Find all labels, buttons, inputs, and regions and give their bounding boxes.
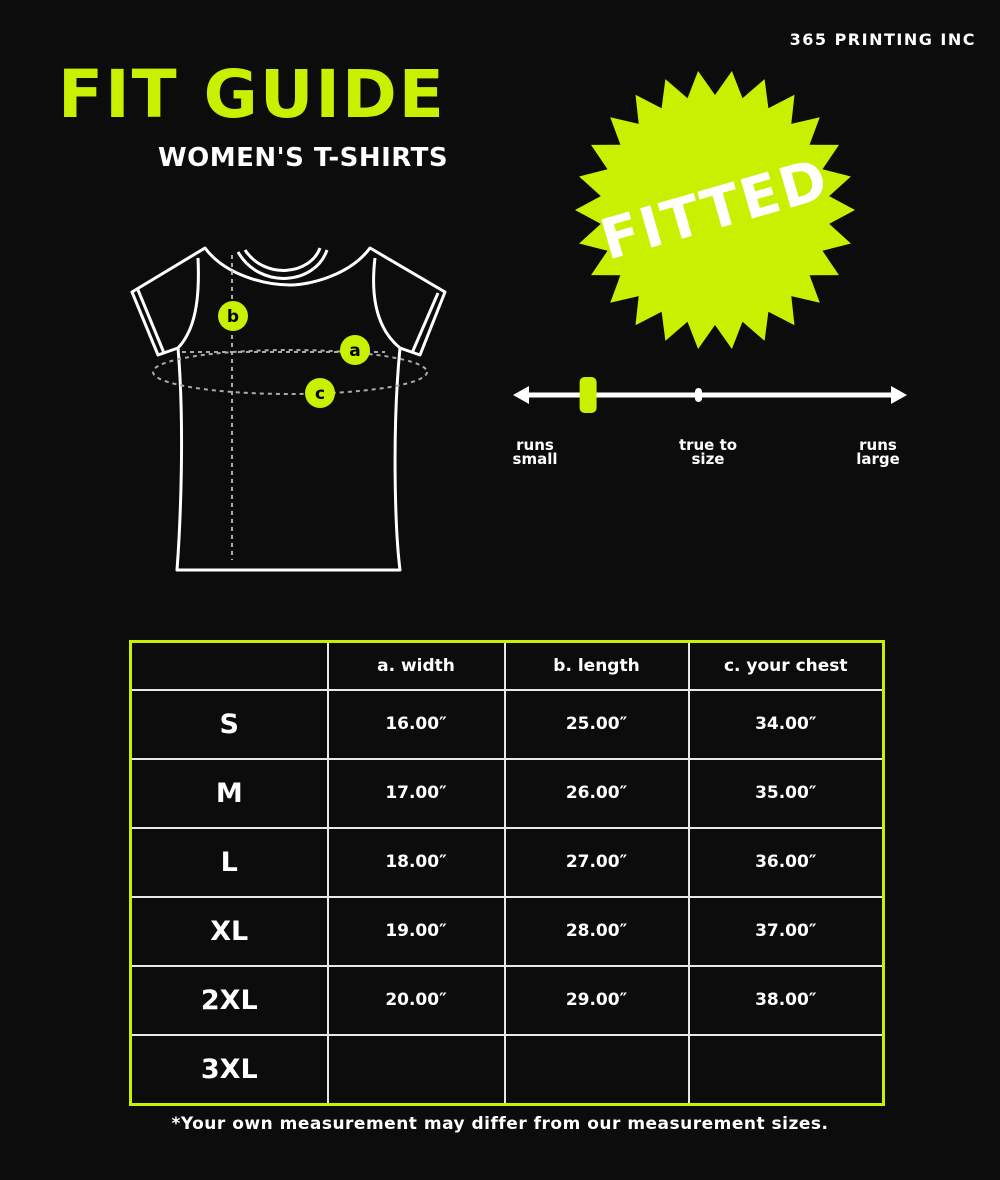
measurement-cell: 19.00″: [326, 895, 506, 967]
measurement-cell: [687, 1033, 885, 1106]
footnote: *Your own measurement may differ from ou…: [171, 1114, 829, 1134]
column-header: b. length: [503, 640, 690, 691]
marker-b: b: [218, 301, 248, 331]
table-row: L 18.00″ 27.00″ 36.00″: [129, 826, 885, 898]
svg-text:a: a: [349, 341, 360, 361]
size-label: XL: [129, 895, 329, 967]
size-chart-table: a. width b. length c. your chest S 16.00″ 25.…: [129, 640, 885, 1106]
fit-level-marker: [579, 377, 597, 413]
label-runs-large: runs large: [856, 436, 900, 468]
svg-text:b: b: [227, 307, 239, 327]
measurement-cell: 34.00″: [687, 688, 885, 760]
table-row: M 17.00″ 26.00″ 35.00″: [129, 757, 885, 829]
arrow-left-icon: [513, 386, 529, 404]
measurement-cell: 29.00″: [503, 964, 690, 1036]
label-true-to-size: true to size: [678, 436, 738, 468]
measurement-cell: 20.00″: [326, 964, 506, 1036]
table-row: 3XL: [129, 1033, 885, 1106]
size-label: L: [129, 826, 329, 898]
fit-scale: [513, 377, 907, 413]
size-label: 2XL: [129, 964, 329, 1036]
measurement-cell: 37.00″: [687, 895, 885, 967]
table-row: S 16.00″ 25.00″ 34.00″: [129, 688, 885, 760]
measurement-cell: 16.00″: [326, 688, 506, 760]
marker-c: c: [305, 378, 335, 408]
measurement-cell: 27.00″: [503, 826, 690, 898]
svg-text:c: c: [315, 384, 325, 404]
marker-a: a: [340, 335, 370, 365]
size-label: 3XL: [129, 1033, 329, 1106]
table-header-row: a. width b. length c. your chest: [129, 640, 885, 691]
measurement-cell: 36.00″: [687, 826, 885, 898]
size-label: S: [129, 688, 329, 760]
page-subtitle: WOMEN'S T-SHIRTS: [158, 143, 449, 173]
size-label: M: [129, 757, 329, 829]
table-row: XL 19.00″ 28.00″ 37.00″: [129, 895, 885, 967]
true-to-size-tick: [695, 388, 702, 402]
brand-name: 365 PRINTING INC: [789, 30, 976, 49]
table-row: 2XL 20.00″ 29.00″ 38.00″: [129, 964, 885, 1036]
measurement-cell: 26.00″: [503, 757, 690, 829]
measurement-cell: 38.00″: [687, 964, 885, 1036]
tshirt-diagram: b a c: [130, 246, 447, 572]
label-runs-small: runs small: [512, 436, 558, 468]
measurement-cell: [503, 1033, 690, 1106]
measurement-cell: 18.00″: [326, 826, 506, 898]
column-header: [129, 640, 329, 691]
fitted-starburst-badge: [575, 71, 855, 349]
measurement-cell: 17.00″: [326, 757, 506, 829]
arrow-right-icon: [891, 386, 907, 404]
page-title: FIT GUIDE: [58, 56, 446, 133]
column-header: c. your chest: [687, 640, 885, 691]
measurement-cell: 28.00″: [503, 895, 690, 967]
measurement-cell: 35.00″: [687, 757, 885, 829]
measurement-cell: 25.00″: [503, 688, 690, 760]
column-header: a. width: [326, 640, 506, 691]
measurement-cell: [326, 1033, 506, 1106]
